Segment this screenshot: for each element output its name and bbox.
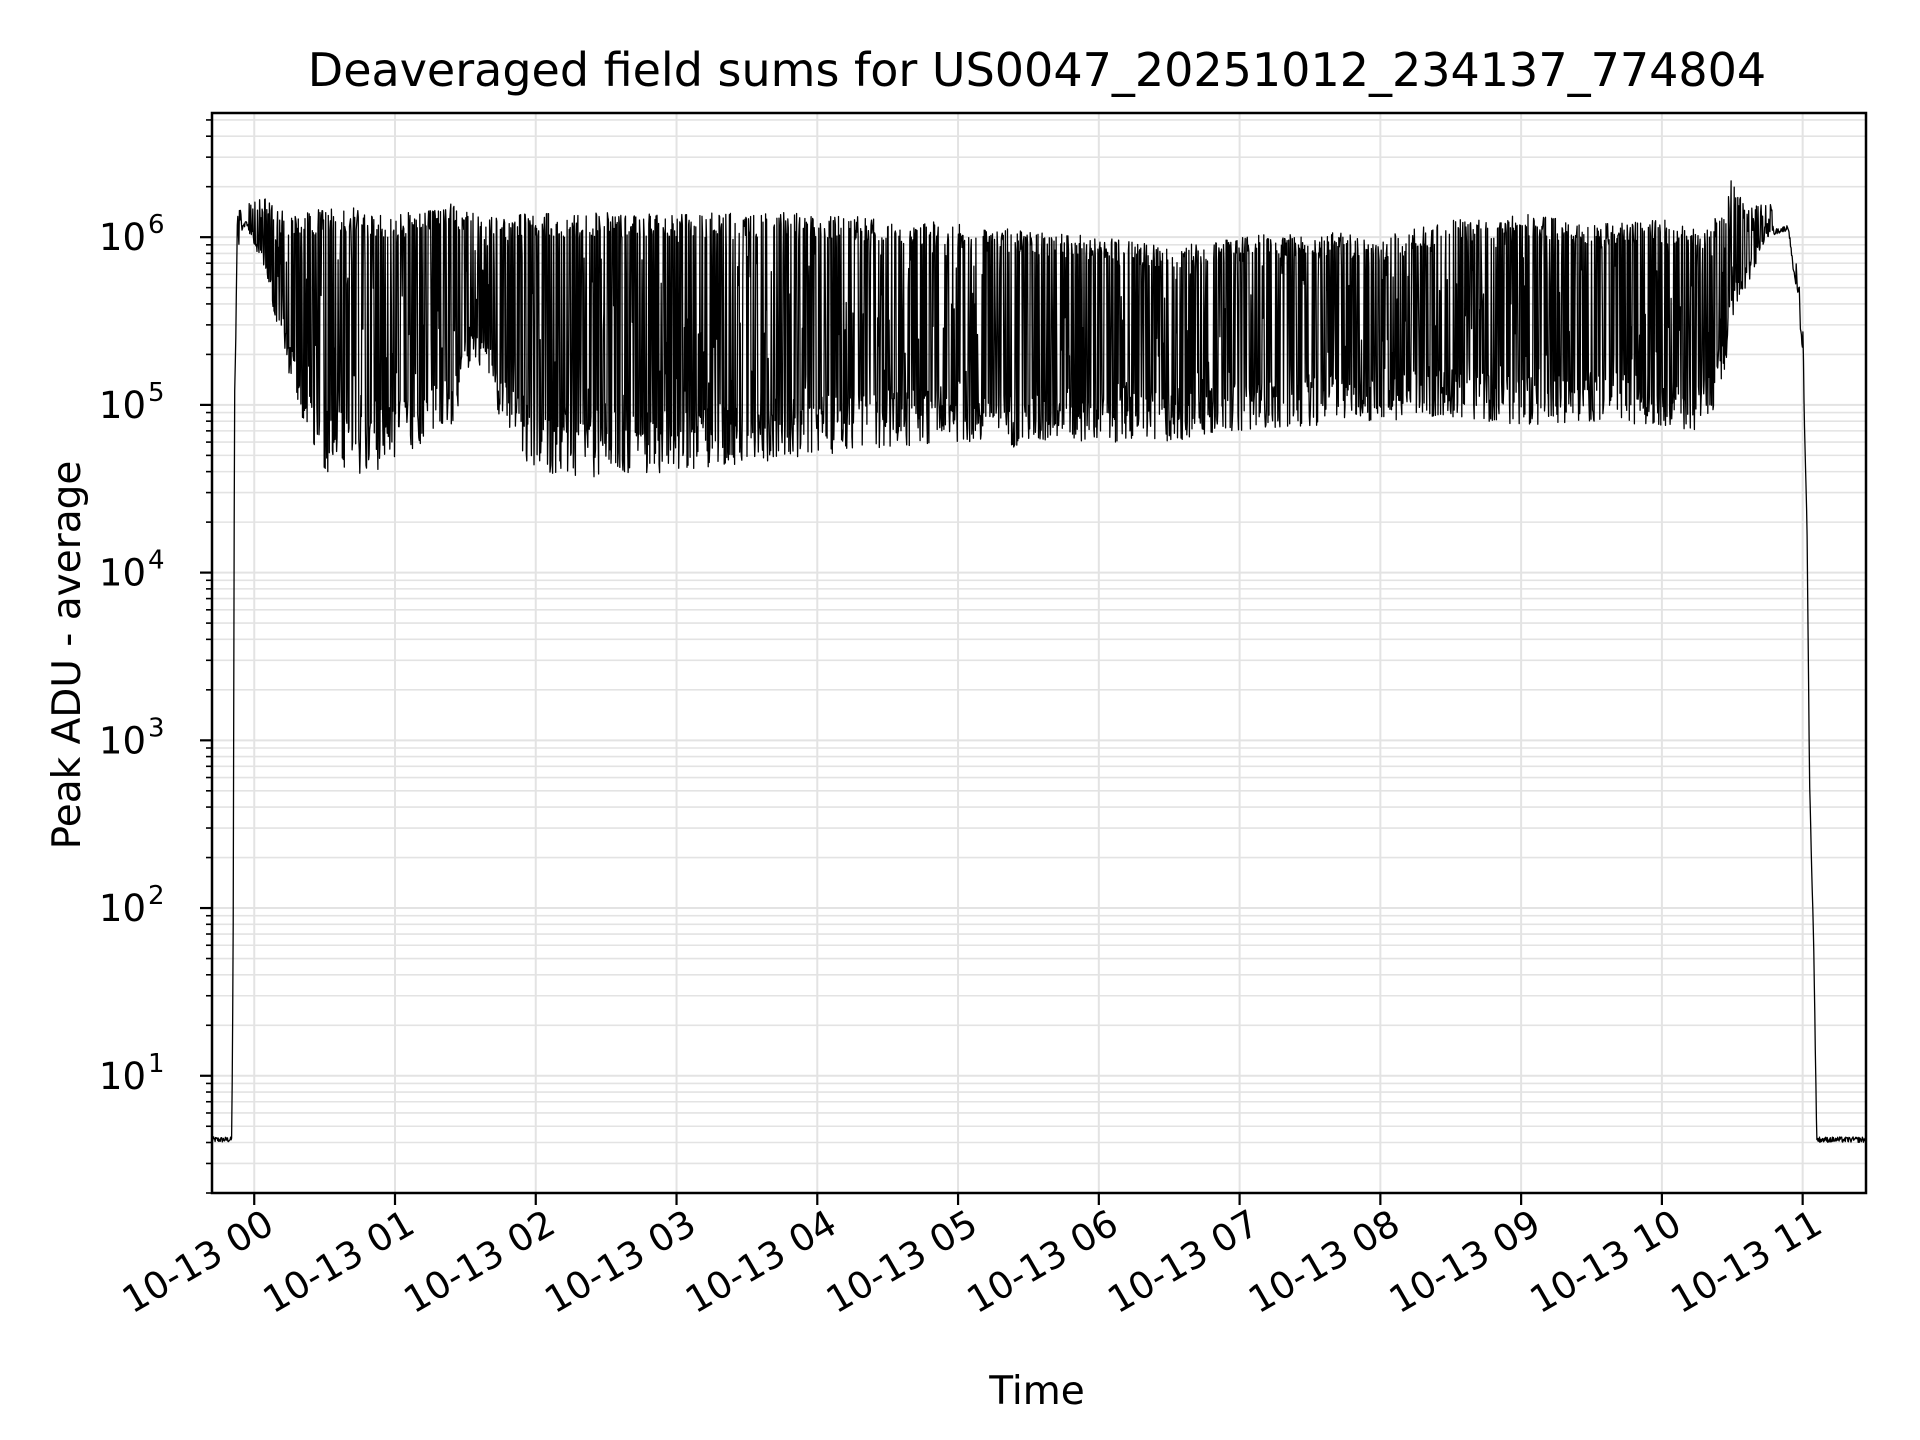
y-tick-exponent: 2: [148, 881, 165, 911]
y-tick-exponent: 4: [148, 546, 165, 576]
y-tick-exponent: 6: [148, 210, 165, 240]
y-axis-label: Peak ADU - average: [45, 461, 90, 850]
x-axis-label: Time: [988, 1369, 1084, 1414]
y-tick-label: 10: [99, 552, 146, 595]
series-group: [211, 180, 1867, 1144]
chart-title: Deaveraged field sums for US0047_2025101…: [308, 43, 1766, 97]
series-line: [211, 180, 1867, 1144]
y-tick-exponent: 3: [148, 713, 165, 743]
y-tick-label: 10: [99, 384, 146, 427]
axes-frame: [210, 111, 1868, 1195]
y-tick-label: 10: [99, 719, 146, 762]
y-tick-label: 10: [99, 216, 146, 259]
y-tick-label: 10: [99, 1055, 146, 1098]
y-tick-exponent: 1: [148, 1049, 165, 1079]
y-tick-label: 10: [99, 887, 146, 930]
y-tick-exponent: 5: [148, 378, 165, 408]
